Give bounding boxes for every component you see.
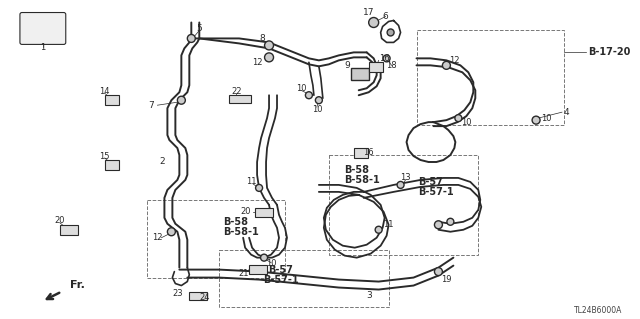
Text: B-58: B-58 [344, 165, 369, 175]
Bar [60, 225, 77, 235]
Circle shape [387, 29, 394, 36]
Text: 18: 18 [387, 61, 397, 70]
Text: 15: 15 [99, 152, 110, 160]
Circle shape [316, 97, 323, 104]
Bar [255, 208, 273, 217]
Bar [369, 62, 383, 72]
Text: 3: 3 [366, 291, 372, 300]
Bar [189, 292, 207, 300]
Text: 10: 10 [541, 114, 551, 122]
Bar [249, 265, 267, 274]
Text: 7: 7 [148, 101, 154, 110]
Text: 10: 10 [266, 259, 276, 268]
Circle shape [177, 96, 186, 104]
Text: 12: 12 [252, 58, 262, 67]
Text: 5: 5 [196, 24, 202, 33]
Circle shape [397, 182, 404, 189]
Text: B-58: B-58 [223, 217, 248, 227]
Text: Fr.: Fr. [70, 279, 84, 290]
Bar [104, 95, 118, 105]
Text: 14: 14 [99, 87, 110, 96]
Circle shape [383, 55, 390, 62]
Text: 11: 11 [246, 177, 257, 186]
Circle shape [260, 254, 268, 261]
Circle shape [435, 268, 442, 276]
Bar [351, 68, 369, 80]
Text: 16: 16 [379, 54, 389, 63]
Bar [229, 95, 251, 103]
Text: 21: 21 [239, 269, 250, 278]
Circle shape [375, 226, 382, 233]
Circle shape [255, 184, 262, 191]
Text: 10: 10 [296, 84, 306, 93]
Text: TL24B6000A: TL24B6000A [573, 306, 622, 315]
Text: B-17-20: B-17-20 [588, 48, 630, 57]
Circle shape [447, 218, 454, 225]
Text: 6: 6 [383, 12, 388, 21]
Text: 12: 12 [449, 56, 460, 65]
Bar [329, 155, 478, 255]
Bar [147, 200, 285, 278]
Circle shape [435, 221, 442, 229]
Text: 17: 17 [363, 8, 374, 17]
Text: B-57: B-57 [419, 177, 444, 187]
Text: 19: 19 [441, 275, 452, 284]
Text: 11: 11 [383, 220, 394, 229]
FancyBboxPatch shape [20, 12, 66, 44]
Circle shape [455, 115, 462, 122]
Circle shape [442, 61, 451, 69]
Bar [220, 250, 388, 308]
Text: 22: 22 [231, 87, 241, 96]
Circle shape [168, 228, 175, 236]
Text: 23: 23 [172, 289, 182, 298]
Circle shape [305, 92, 312, 99]
Bar [104, 160, 118, 170]
Text: B-57-1: B-57-1 [263, 275, 299, 285]
Text: 20: 20 [54, 216, 65, 225]
Text: 16: 16 [364, 147, 374, 157]
Text: 24: 24 [199, 293, 209, 302]
Text: B-57: B-57 [269, 264, 293, 275]
Text: 10: 10 [312, 105, 322, 114]
Text: 10: 10 [461, 118, 472, 127]
Text: 13: 13 [400, 174, 411, 182]
Circle shape [264, 53, 273, 62]
Circle shape [188, 34, 195, 42]
Text: 9: 9 [344, 61, 349, 70]
Circle shape [532, 116, 540, 124]
Bar [354, 148, 368, 158]
Circle shape [369, 18, 379, 27]
Bar [417, 30, 564, 125]
Text: B-58-1: B-58-1 [344, 175, 380, 185]
Text: 20: 20 [241, 207, 252, 216]
Text: 12: 12 [152, 233, 163, 242]
Text: B-58-1: B-58-1 [223, 227, 259, 237]
Text: 1: 1 [40, 43, 45, 52]
Text: 4: 4 [563, 108, 569, 117]
Circle shape [264, 41, 273, 50]
Text: B-57-1: B-57-1 [419, 187, 454, 197]
Text: 8: 8 [259, 34, 265, 43]
Text: 2: 2 [159, 158, 165, 167]
